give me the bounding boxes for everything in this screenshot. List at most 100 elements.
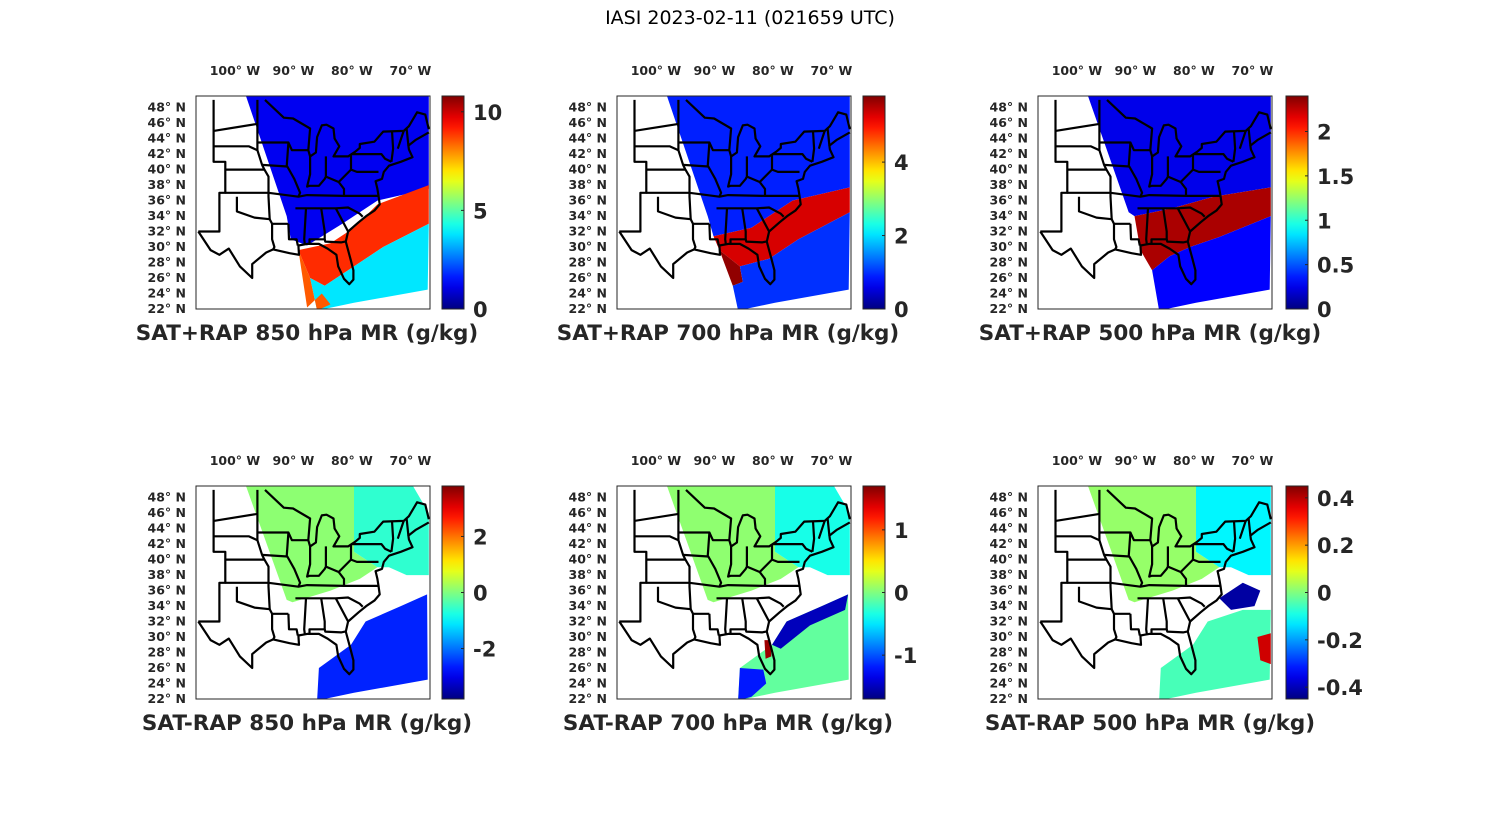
border-line: [1232, 520, 1237, 552]
border-line: [1104, 163, 1130, 168]
border-line: [746, 154, 774, 184]
lat-tick-label: 40° N: [990, 552, 1028, 567]
border-line: [337, 571, 346, 586]
lon-tick-label: 80° W: [1173, 63, 1215, 78]
lat-tick-label: 24° N: [990, 286, 1028, 301]
border-line: [1148, 546, 1170, 578]
panel-title: SAT+RAP 850 hPa MR (g/kg): [136, 321, 478, 346]
border-line: [724, 208, 729, 245]
lat-tick-label: 22° N: [569, 301, 607, 316]
lat-tick-label: 30° N: [148, 629, 186, 644]
field-region-moist-band: [1134, 187, 1271, 271]
border-line: [1098, 489, 1113, 610]
field-region-gulf-saturated: [719, 250, 743, 286]
lat-tick-label: 22° N: [148, 691, 186, 706]
lat-tick-label: 38° N: [569, 567, 607, 582]
border-line: [1099, 531, 1151, 542]
border-line: [197, 521, 430, 676]
map-frame: [195, 485, 431, 700]
lon-tick-label: 100° W: [1052, 63, 1103, 78]
map-frame: [195, 95, 431, 310]
lat-tick-label: 44° N: [990, 131, 1028, 146]
border-line: [306, 546, 327, 578]
border-line: [256, 99, 271, 220]
lat-tick-label: 46° N: [569, 505, 607, 520]
field-region-keys-dry: [738, 668, 767, 699]
border-line: [1055, 122, 1100, 132]
lat-tick-label: 34° N: [990, 208, 1028, 223]
border-line: [1247, 128, 1252, 146]
border-line: [1165, 239, 1188, 244]
lon-tick-label: 70° W: [811, 453, 853, 468]
colorbar-tick-label: 2: [1317, 121, 1332, 145]
lat-tick-label: 22° N: [990, 691, 1028, 706]
border-line: [235, 586, 289, 615]
border-line: [257, 531, 309, 542]
lat-tick-label: 48° N: [569, 490, 607, 505]
lat-tick-label: 48° N: [148, 490, 186, 505]
border-line: [1148, 156, 1170, 188]
panel-4: 100° W 90° W 80° W 70° W 22° N24° N26° N28° …: [142, 453, 496, 736]
border-line: [350, 558, 379, 564]
field-region-southeast-diff: [317, 594, 428, 699]
lat-tick-label: 26° N: [148, 270, 186, 285]
panel-title: SAT-RAP 850 hPa MR (g/kg): [142, 711, 472, 736]
border-line: [396, 130, 405, 150]
lat-tick-label: 26° N: [569, 270, 607, 285]
lat-tick-label: 42° N: [569, 536, 607, 551]
border-line: [1145, 598, 1150, 635]
border-line: [716, 206, 785, 218]
lon-tick-label: 80° W: [752, 453, 794, 468]
border-line: [811, 130, 816, 162]
lat-tick-label: 38° N: [990, 177, 1028, 192]
lat-tick-label: 24° N: [569, 676, 607, 691]
lat-tick-label: 28° N: [569, 255, 607, 270]
colorbar: [441, 95, 465, 310]
lon-tick-label: 80° W: [331, 63, 373, 78]
lat-tick-label: 40° N: [148, 552, 186, 567]
border-line: [1055, 512, 1100, 522]
border-line: [772, 153, 813, 163]
border-line: [285, 532, 302, 588]
lat-tick-label: 32° N: [990, 614, 1028, 629]
border-line: [683, 163, 709, 168]
colorbar-tick-label: 0: [473, 582, 488, 606]
lat-tick-label: 30° N: [569, 629, 607, 644]
lat-tick-label: 32° N: [148, 224, 186, 239]
lon-tick-label: 70° W: [1232, 63, 1274, 78]
lat-tick-label: 40° N: [569, 552, 607, 567]
border-line: [1077, 586, 1131, 615]
border-line: [1112, 223, 1118, 250]
state-borders: [1039, 489, 1272, 676]
lat-tick-label: 46° N: [990, 505, 1028, 520]
border-line: [271, 613, 276, 640]
border-line: [755, 597, 771, 623]
lat-tick-label: 42° N: [148, 146, 186, 161]
border-line: [1192, 558, 1221, 564]
border-line: [1167, 544, 1195, 574]
field-region-northeast-diff: [775, 486, 850, 576]
map-frame: [1037, 485, 1273, 700]
lat-tick-label: 40° N: [148, 162, 186, 177]
lat-tick-label: 48° N: [990, 490, 1028, 505]
border-line: [1238, 130, 1247, 150]
border-line: [323, 239, 346, 244]
border-line: [390, 130, 395, 162]
state-borders: [1039, 99, 1272, 286]
border-line: [1129, 223, 1141, 246]
border-line: [285, 142, 302, 198]
field-region-south-dry: [1152, 216, 1271, 309]
border-line: [744, 629, 767, 634]
colorbar-tick-label: 2: [473, 525, 488, 549]
field-region-moist-band: [713, 187, 850, 267]
field-region-northeast-diff: [1196, 486, 1271, 576]
field-region-gulf-moist: [298, 250, 331, 309]
lat-tick-label: 34° N: [148, 598, 186, 613]
lat-tick-label: 32° N: [148, 614, 186, 629]
field-region-south-dry: [732, 212, 850, 309]
border-line: [646, 581, 800, 588]
lat-tick-label: 30° N: [990, 239, 1028, 254]
border-line: [306, 156, 327, 188]
lat-tick-label: 36° N: [990, 193, 1028, 208]
figure-title: IASI 2023-02-11 (021659 UTC): [605, 7, 895, 29]
